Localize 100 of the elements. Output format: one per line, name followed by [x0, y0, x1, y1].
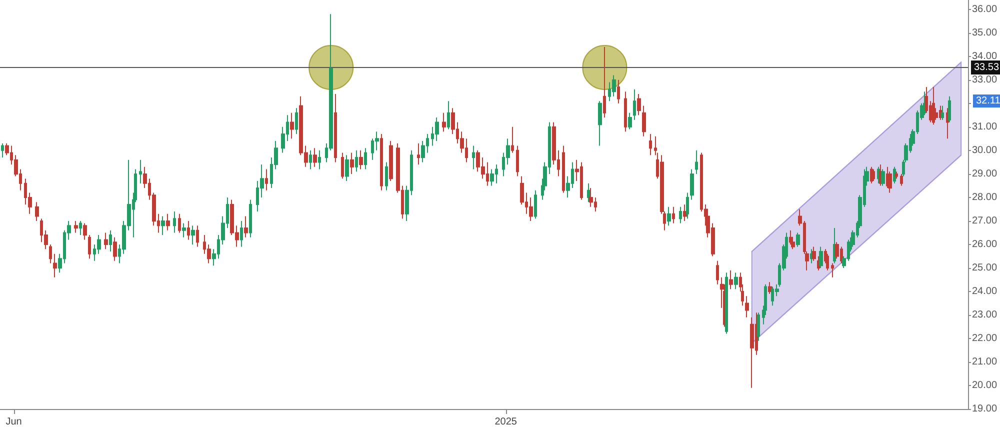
- candlestick: [946, 108, 949, 140]
- candlestick: [796, 232, 800, 248]
- candlestick: [810, 248, 813, 264]
- candlestick: [161, 216, 165, 236]
- candlestick: [380, 133, 383, 191]
- candlestick: [345, 154, 349, 182]
- candlestick: [265, 168, 268, 191]
- candlestick: [826, 253, 829, 271]
- candlestick: [35, 202, 39, 222]
- candlestick: [442, 112, 446, 132]
- candlestick: [187, 220, 190, 240]
- candlestick: [290, 112, 294, 140]
- candlestick: [686, 192, 689, 220]
- candlestick: [364, 148, 367, 170]
- candlestick: [637, 94, 641, 116]
- candlestick: [633, 88, 636, 120]
- candlestick: [359, 150, 363, 170]
- candlestick: [113, 236, 117, 262]
- candlestick: [679, 206, 682, 224]
- candlestick: [355, 150, 358, 172]
- x-tick-label: Jun: [6, 416, 22, 427]
- candlestick: [734, 272, 738, 290]
- candlestick: [893, 166, 896, 184]
- y-tick-label: 25.00: [972, 262, 998, 274]
- candlestick: [83, 222, 87, 240]
- candlestick: [941, 105, 944, 120]
- candlestick: [872, 168, 875, 182]
- candlestick: [683, 204, 687, 222]
- candlestick: [612, 74, 616, 97]
- candlestick: [350, 152, 354, 174]
- candlestick: [196, 225, 199, 248]
- candlestick: [166, 213, 170, 231]
- candlestick: [191, 225, 195, 245]
- candlestick: [649, 133, 652, 156]
- candlestick: [729, 270, 733, 290]
- annotation: 32.11: [973, 94, 1000, 108]
- candlestick: [417, 142, 420, 166]
- candlestick: [435, 117, 439, 142]
- y-tick-label: 31.00: [972, 121, 998, 132]
- candlestick: [1, 142, 4, 158]
- candlestick: [318, 150, 321, 170]
- candlestick: [833, 228, 836, 264]
- candlestick: [472, 145, 475, 170]
- candlestick: [667, 206, 671, 226]
- y-tick-label: 22.00: [972, 332, 998, 344]
- candlestick: [617, 79, 620, 104]
- candlestick: [642, 105, 646, 137]
- y-tick-label: 19.00: [972, 404, 998, 414]
- y-tick-label: 27.00: [972, 215, 998, 226]
- y-tick-label: 26.00: [972, 238, 998, 250]
- x-tick-label: 2025: [494, 416, 518, 427]
- candlestick: [589, 188, 593, 208]
- candlestick: [895, 171, 898, 180]
- candlestick: [313, 148, 317, 168]
- y-tick-label: 33.00: [972, 74, 998, 86]
- candlestick: [104, 232, 108, 250]
- candlestick: [249, 199, 252, 238]
- candlestick: [598, 100, 602, 146]
- candlestick: [831, 262, 834, 278]
- candlestick: [819, 246, 823, 268]
- candlestick: [690, 168, 694, 200]
- y-tick-label: 30.00: [972, 144, 998, 156]
- candlestick: [603, 46, 606, 118]
- candlestick: [768, 282, 772, 294]
- candlestick: [109, 230, 112, 252]
- candlestick: [948, 96, 951, 123]
- candlestick: [341, 152, 344, 180]
- candlestick: [53, 253, 57, 278]
- y-tick-label: 20.00: [972, 380, 998, 391]
- y-tick-label: 23.00: [972, 309, 998, 320]
- candlestick: [139, 159, 142, 184]
- candlestick: [750, 316, 754, 388]
- candlestick: [182, 222, 186, 238]
- candlestick: [79, 220, 82, 236]
- y-tick-label: 29.00: [972, 168, 998, 180]
- candlestick: [672, 206, 675, 224]
- candlestick: [817, 256, 820, 271]
- candlestick: [812, 246, 816, 262]
- candlestick: [490, 168, 494, 186]
- candlestick: [923, 91, 926, 116]
- candlestick: [725, 272, 728, 334]
- candlestick: [240, 220, 243, 248]
- candlestick: [932, 86, 935, 126]
- candlestick: [334, 94, 337, 163]
- candlestick: [881, 168, 885, 186]
- candlestick: [745, 296, 749, 318]
- ref-line-label: 33.53: [974, 62, 1000, 73]
- candlestick: [178, 213, 181, 234]
- candlestick: [309, 150, 312, 170]
- candlestick: [511, 126, 514, 154]
- candlestick: [534, 190, 537, 220]
- y-tick-label: 21.00: [972, 356, 998, 368]
- candlestick: [562, 145, 565, 194]
- candlestick: [900, 173, 903, 186]
- candlestick: [695, 150, 698, 174]
- candlestick: [628, 112, 632, 130]
- candlestick: [529, 196, 533, 222]
- y-tick-label: 36.00: [972, 4, 998, 15]
- candlestick: [74, 220, 78, 234]
- candlestick: [173, 211, 176, 234]
